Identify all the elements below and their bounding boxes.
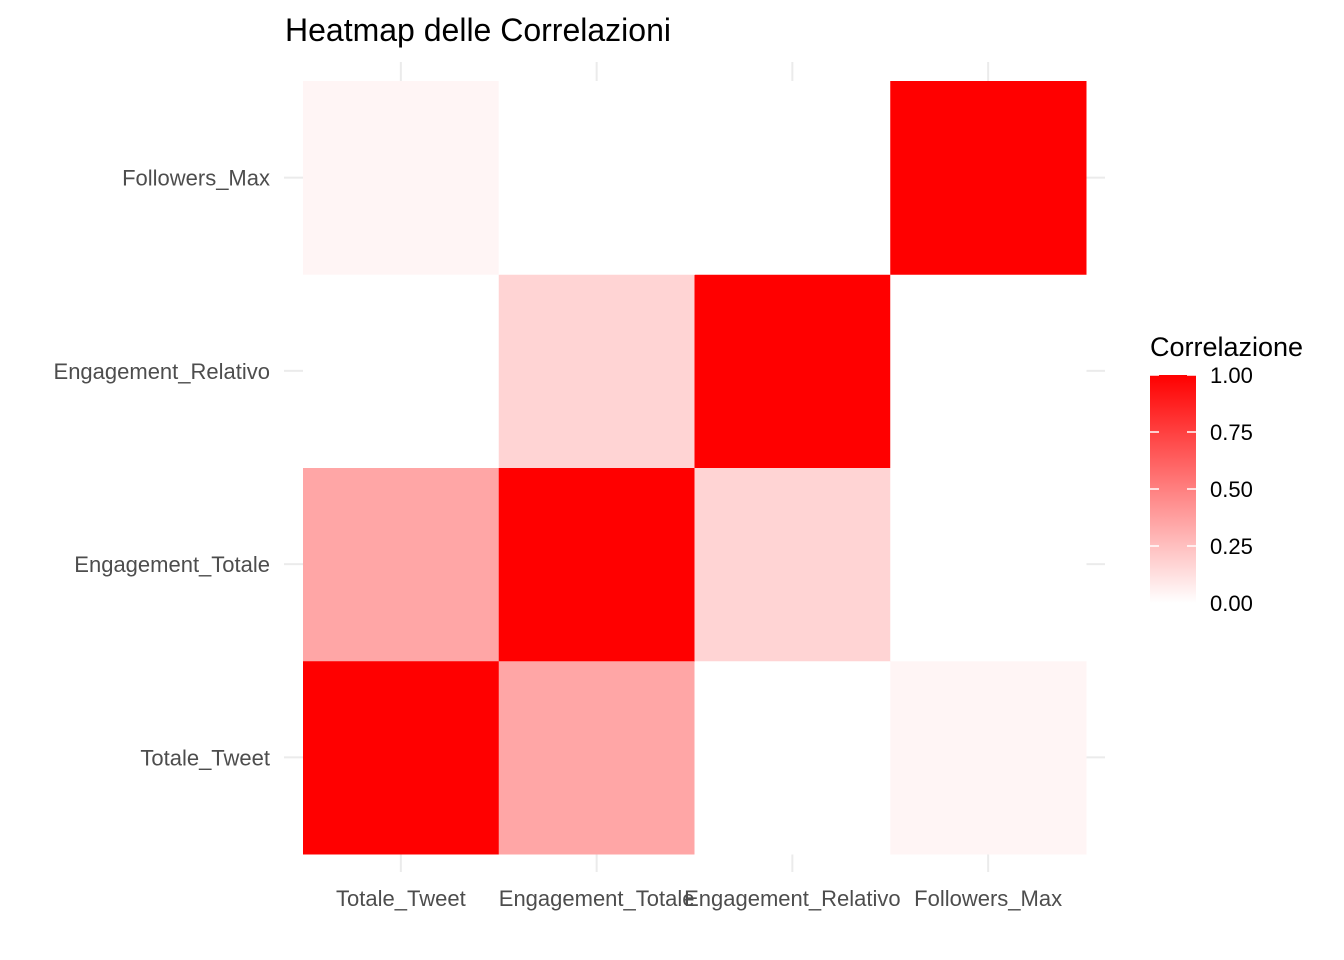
legend-title: Correlazione — [1150, 332, 1303, 362]
heatmap-cell — [694, 81, 891, 275]
heatmap-cell — [890, 660, 1087, 855]
y-tick-label: Totale_Tweet — [140, 745, 270, 770]
heatmap-cell — [498, 81, 695, 275]
y-tick-label: Followers_Max — [122, 166, 270, 191]
legend-tick-label: 0.50 — [1210, 477, 1253, 502]
heatmap-cell — [498, 274, 695, 468]
heatmap-cell — [303, 467, 500, 662]
heatmap-cells — [303, 81, 1087, 855]
legend-tick-label: 0.25 — [1210, 534, 1253, 559]
legend: Correlazione 0.00 0.25 0.50 0.75 1.00 — [1150, 332, 1303, 616]
heatmap-cell — [303, 81, 500, 275]
heatmap-cell — [498, 660, 695, 855]
heatmap-cell — [694, 660, 891, 855]
heatmap-cell — [694, 274, 891, 468]
heatmap-cell — [303, 274, 500, 468]
heatmap-cell — [498, 467, 695, 662]
chart-title: Heatmap delle Correlazioni — [285, 12, 671, 48]
x-tick-label: Engagement_Relativo — [684, 886, 900, 911]
legend-tick-label: 1.00 — [1210, 363, 1253, 388]
heatmap-cell — [890, 274, 1087, 468]
heatmap-cell — [303, 660, 500, 855]
heatmap-cell — [890, 467, 1087, 662]
legend-tick-label: 0.00 — [1210, 591, 1253, 616]
y-tick-label: Engagement_Totale — [74, 552, 270, 577]
x-tick-label: Engagement_Totale — [499, 886, 695, 911]
legend-tick-label: 0.75 — [1210, 420, 1253, 445]
heatmap-cell — [890, 81, 1087, 275]
x-tick-label: Followers_Max — [914, 886, 1062, 911]
heatmap-cell — [694, 467, 891, 662]
x-axis-ticks: Totale_Tweet Engagement_TotaleEngagement_… — [336, 886, 1062, 911]
y-axis-ticks: Totale_Tweet Engagement_Totale Engagement_… — [54, 166, 270, 771]
y-tick-label: Engagement_Relativo — [54, 359, 270, 384]
x-tick-label: Totale_Tweet — [336, 886, 466, 911]
